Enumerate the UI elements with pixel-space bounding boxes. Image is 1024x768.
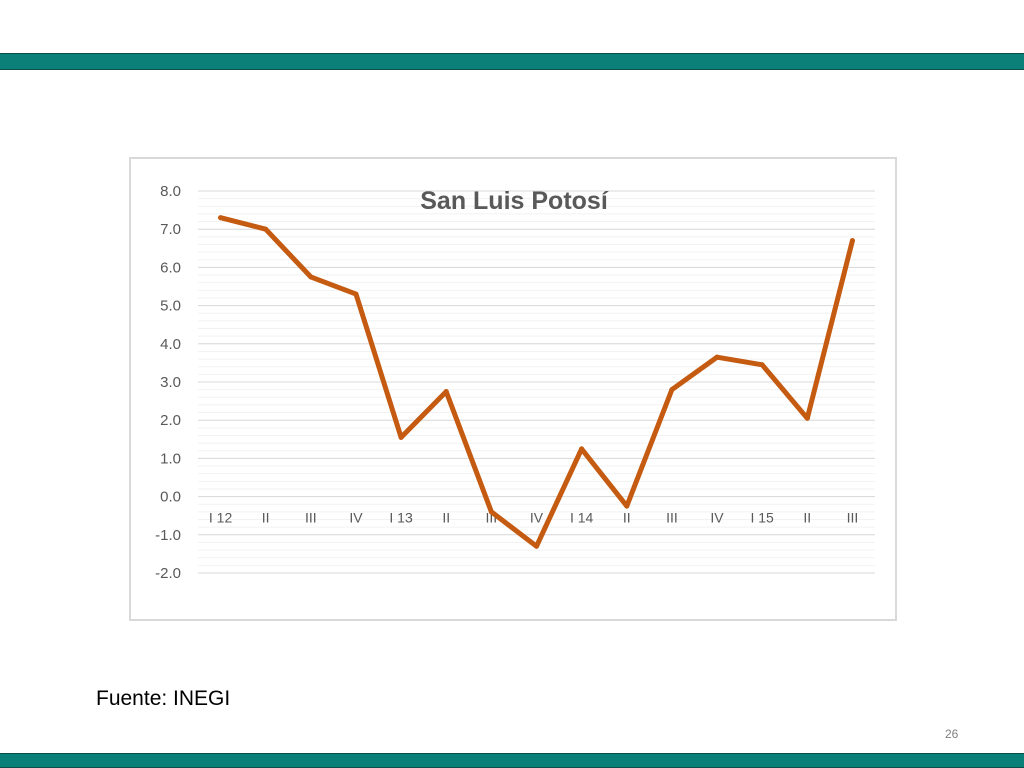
y-tick-label: 3.0 bbox=[160, 374, 181, 391]
x-tick-label: II bbox=[623, 510, 631, 526]
data-point bbox=[488, 509, 494, 515]
data-point bbox=[218, 215, 224, 221]
data-point bbox=[534, 543, 539, 549]
y-tick-label: 6.0 bbox=[160, 259, 181, 276]
x-tick-label: IV bbox=[710, 510, 724, 526]
x-tick-label: I 12 bbox=[209, 510, 233, 526]
data-point bbox=[624, 503, 630, 509]
y-tick-label: 7.0 bbox=[160, 221, 181, 238]
data-point bbox=[849, 238, 855, 244]
data-point bbox=[398, 434, 404, 440]
x-tick-label: IV bbox=[349, 510, 363, 526]
x-tick-label: II bbox=[442, 510, 450, 526]
source-note: Fuente: INEGI bbox=[96, 687, 231, 710]
bottom-accent-bar bbox=[0, 753, 1024, 768]
x-tick-label: III bbox=[305, 510, 317, 526]
line-chart: -2.0 -1.0 0.0 1.0 2.0 3.0 4.0 5.0 6.0 7.0 8.0 I 12 I… bbox=[155, 183, 875, 582]
y-tick-label: 4.0 bbox=[160, 336, 181, 353]
y-tick-label: 8.0 bbox=[160, 183, 181, 200]
x-tick-label: II bbox=[262, 510, 270, 526]
x-tick-label: III bbox=[486, 510, 498, 526]
data-point bbox=[308, 274, 314, 280]
data-point bbox=[579, 446, 585, 452]
data-point bbox=[263, 226, 269, 232]
data-point bbox=[353, 291, 359, 297]
data-point bbox=[804, 415, 810, 421]
top-accent-bar bbox=[0, 53, 1024, 70]
y-tick-label: -1.0 bbox=[155, 527, 181, 544]
chart-title: San Luis Potosí bbox=[420, 187, 609, 215]
x-tick-label: III bbox=[847, 510, 859, 526]
y-tick-label: 1.0 bbox=[160, 450, 181, 467]
y-tick-label: 0.0 bbox=[160, 489, 181, 506]
y-tick-label: 5.0 bbox=[160, 298, 181, 315]
chart-frame: -2.0 -1.0 0.0 1.0 2.0 3.0 4.0 5.0 6.0 7.0 8.0 I 12 I… bbox=[129, 157, 897, 621]
data-point bbox=[443, 389, 449, 395]
x-tick-label: III bbox=[666, 510, 678, 526]
x-tick-label: I 13 bbox=[389, 510, 413, 526]
slide-number: 26 bbox=[945, 727, 959, 741]
x-tick-label: I 14 bbox=[570, 510, 594, 526]
data-point bbox=[714, 354, 720, 360]
y-tick-label: -2.0 bbox=[155, 565, 181, 582]
x-tick-label: II bbox=[803, 510, 811, 526]
data-point bbox=[669, 387, 675, 393]
data-point bbox=[759, 362, 765, 368]
y-tick-label: 2.0 bbox=[160, 412, 181, 429]
x-tick-label: IV bbox=[530, 510, 544, 526]
x-tick-label: I 15 bbox=[750, 510, 774, 526]
